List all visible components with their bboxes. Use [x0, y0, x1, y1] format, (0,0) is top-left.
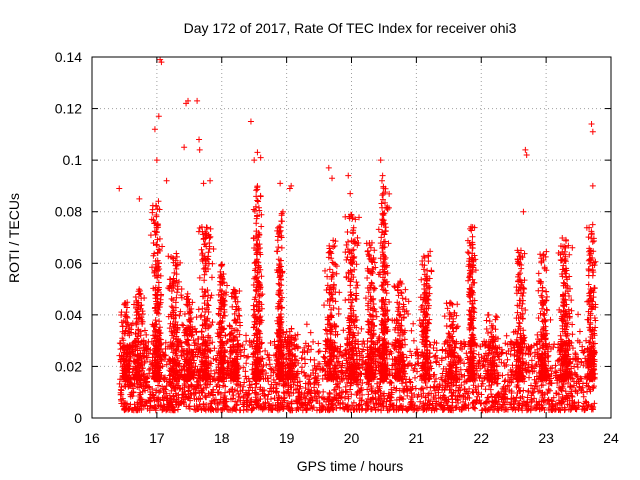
data-point-725: [569, 331, 576, 338]
data-point-370: [271, 338, 278, 345]
data-point-366: [547, 316, 554, 323]
data-point-113: [315, 348, 322, 355]
data-point-596: [549, 364, 556, 371]
data-point-689: [526, 374, 533, 381]
data-point-294: [341, 395, 348, 402]
data-point-283: [237, 397, 244, 404]
data-point-102: [567, 383, 574, 390]
data-point-874: [588, 403, 595, 410]
data-point-728: [565, 379, 572, 386]
data-point-537: [241, 379, 248, 386]
data-point-19: [550, 394, 557, 401]
data-point-580: [412, 385, 419, 392]
data-point-742: [241, 346, 248, 353]
data-point-836: [411, 374, 418, 381]
data-point-777: [339, 401, 346, 408]
data-point-292: [315, 340, 322, 347]
data-point-676: [143, 331, 150, 338]
data-point-749: [337, 404, 344, 411]
data-point-851: [245, 353, 252, 360]
data-point-577: [511, 403, 518, 410]
data-point-151: [265, 378, 272, 385]
data-point-823: [532, 362, 539, 369]
data-point-698: [374, 380, 381, 387]
data-point-794: [326, 389, 333, 396]
data-point-802: [306, 376, 313, 383]
data-points: [116, 56, 599, 414]
data-point-291: [414, 368, 421, 375]
data-point-582: [499, 385, 506, 392]
data-point-44: [116, 340, 123, 347]
grid-lines: [92, 57, 611, 418]
data-point-771: [307, 329, 314, 336]
data-point-791: [461, 372, 468, 379]
data-point-740: [481, 352, 488, 359]
chart-title: Day 172 of 2017, Rate Of TEC Index for r…: [184, 20, 517, 36]
data-point-840: [501, 363, 508, 370]
data-point-492: [268, 381, 275, 388]
data-point-23: [162, 339, 169, 346]
data-point-662: [359, 380, 366, 387]
data-point-710: [574, 361, 581, 368]
data-point-198: [316, 393, 323, 400]
data-point-331: [296, 378, 303, 385]
data-point-392: [572, 351, 579, 358]
data-point-83: [162, 374, 169, 381]
data-point-137: [347, 386, 354, 393]
data-point-97: [265, 391, 272, 398]
data-point-434: [520, 398, 527, 405]
data-point-639: [364, 386, 371, 393]
data-point-276: [417, 398, 424, 405]
data-point-792: [186, 395, 193, 402]
data-point-420: [579, 343, 586, 350]
data-point-139: [475, 351, 482, 358]
data-point-706: [507, 401, 514, 408]
data-point-813: [528, 364, 535, 371]
data-point-54: [587, 388, 594, 395]
data-point-423: [496, 356, 503, 363]
data-point-185: [330, 387, 337, 394]
data-point-553: [243, 360, 250, 367]
data-point-87: [404, 392, 411, 399]
data-point-389: [310, 338, 317, 345]
data-point-59: [408, 352, 415, 359]
data-point-895: [577, 375, 584, 382]
data-point-66: [155, 382, 162, 389]
data-point-270: [431, 353, 438, 360]
